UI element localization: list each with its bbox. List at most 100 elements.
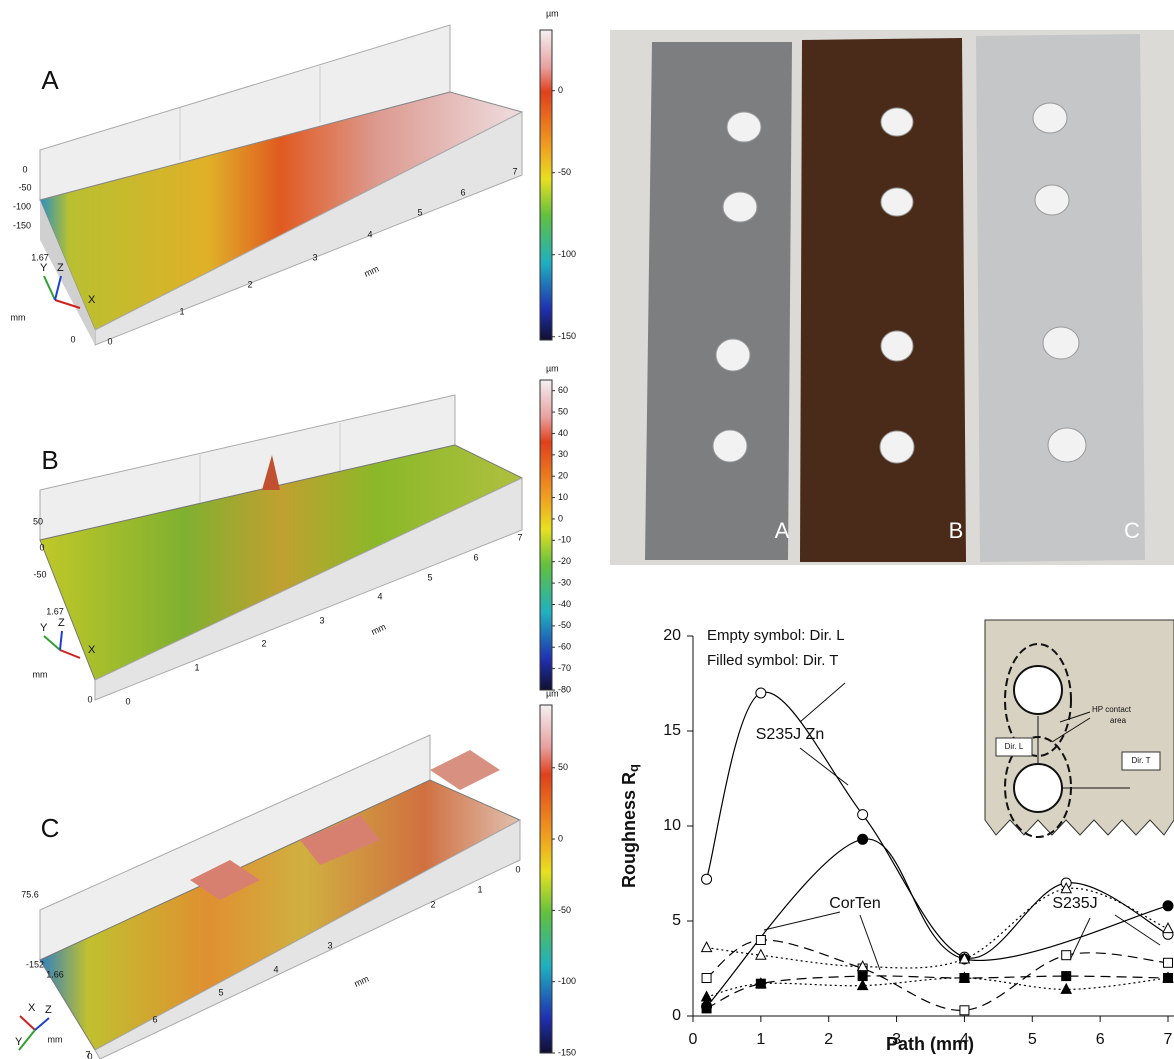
axis-tick-label: 6 [473,552,478,562]
axis-tick-label: 7 [517,532,522,542]
colorbar-tick-label: 0 [558,513,563,523]
triad-label: X [28,1002,36,1014]
colorbar-tick-label: 40 [558,428,568,438]
axis-tick-label: 0 [125,696,130,706]
annotation: CorTen [829,895,881,912]
y-tick-label: 20 [663,627,681,644]
marker [756,688,766,698]
axis-tick-label: 5 [427,572,432,582]
triad-axis [20,1016,35,1030]
photo-label: C [1124,518,1140,543]
axis-tick-label: 0 [107,336,112,346]
axis-tick-label: 1 [194,662,199,672]
axis-tick-label: 4 [273,964,278,974]
y-axis-label: Roughness Rq [619,764,642,888]
colorbar-tick-label: 0 [558,85,563,95]
colorbar-tick-label: -70 [558,663,571,673]
inset-label: Dir. L [1005,742,1024,751]
axis-tick-label: 0 [70,334,75,344]
colorbar-unit: µm [546,688,559,698]
triad-axis [60,650,80,658]
axis-tick-label: -50 [33,569,46,579]
inset [985,620,1174,837]
panel-label: A [41,65,59,95]
axis-tick-label: 5 [417,207,422,217]
axis-tick-label: 1.66 [46,969,64,979]
colorbar-tick-label: 20 [558,471,568,481]
series-line [707,888,1168,968]
axis-tick-label: 4 [367,229,372,239]
photo [610,30,1174,565]
colorbar-tick-label: -50 [558,905,571,915]
axis-tick-label: 1 [179,306,184,316]
triad-label: Y [40,262,48,274]
axis-unit: mm [363,264,381,279]
marker [1062,951,1071,960]
inset-label: HP contact [1092,705,1132,714]
marker [858,834,868,844]
surface-a [40,25,522,345]
marker [756,936,765,945]
series-line [707,978,1168,997]
triad-axis [55,276,61,300]
annotation: S235J [1052,895,1097,912]
triad-label: Y [40,622,48,634]
marker [1164,958,1173,967]
marker [858,810,868,820]
axis-tick-label: mm [33,669,48,679]
photo-label: A [775,518,790,543]
marker [702,942,712,952]
colorbar-tick-label: 60 [558,385,568,395]
colorbar-tick-label: -150 [558,331,576,341]
triad-axis [35,1018,49,1030]
x-tick-label: 5 [1028,1031,1037,1048]
triad-label: Y [15,1036,23,1048]
surface-c [40,735,520,1059]
marker [1163,923,1173,933]
legend-text: Filled symbol: Dir. T [707,652,838,669]
axis-tick-label: mm [48,1034,63,1044]
x-tick-label: 2 [824,1031,833,1048]
axis-tick-label: 50 [33,516,43,526]
y-tick-label: 10 [663,817,681,834]
colorbar-tick-label: -80 [558,684,571,694]
axis-tick-label: 0 [22,164,27,174]
triad-axis [60,631,62,650]
axis-tick-label: 3 [319,615,324,625]
colorbar-tick-label: 0 [558,833,563,843]
y-tick-label: 5 [672,912,681,929]
triad-label: X [88,644,96,656]
colorbar-tick-label: -50 [558,167,571,177]
axis-tick-label: 6 [460,187,465,197]
marker [1163,901,1173,911]
axis-tick-label: 0 [87,1051,92,1059]
colorbar-tick-label: -100 [558,976,576,986]
axis-unit: mm [370,622,388,637]
colorbar [540,705,552,1053]
axis-tick-label: 3 [327,940,332,950]
axis-tick-label: -152 [26,959,44,969]
axis-tick-label: 7 [512,166,517,176]
axis-tick-label: -50 [18,182,31,192]
inset-label: Dir. T [1132,756,1151,765]
colorbar-tick-label: 10 [558,492,568,502]
y-tick-label: 0 [672,1007,681,1024]
x-tick-label: 1 [756,1031,765,1048]
axis-tick-label: 2 [430,899,435,909]
axis-tick-label: -150 [13,220,31,230]
triad-label: X [88,294,96,306]
axis-tick-label: 3 [312,252,317,262]
colorbar-tick-label: -150 [558,1047,576,1057]
colorbar-tick-label: -30 [558,577,571,587]
axis-tick-label: 1.67 [46,606,64,616]
x-tick-label: 0 [689,1031,698,1048]
axis-tick-label: mm [11,312,26,322]
axis-tick-label: 75.6 [21,889,39,899]
marker [702,1004,711,1013]
colorbar-tick-label: -40 [558,599,571,609]
axis-tick-label: 0 [515,864,520,874]
colorbar-tick-label: -60 [558,642,571,652]
marker [702,974,711,983]
marker [858,980,868,990]
panel-label: B [41,445,58,475]
